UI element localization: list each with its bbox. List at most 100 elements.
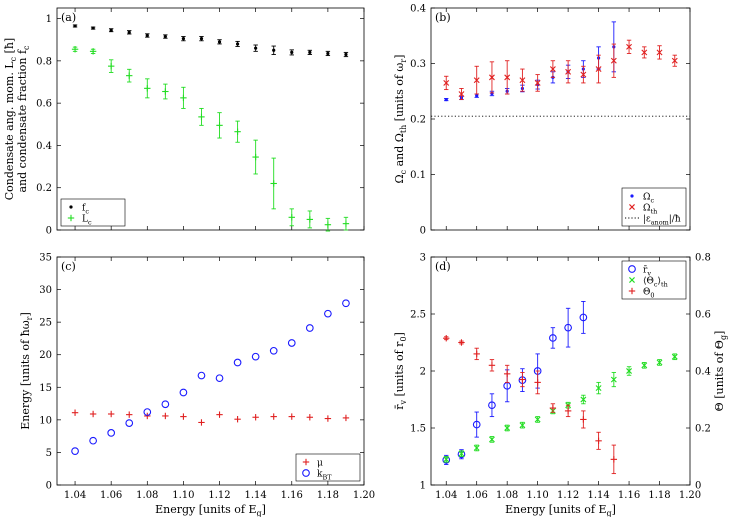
data-point bbox=[580, 396, 587, 403]
data-point bbox=[306, 414, 314, 421]
y-tick-label: 30 bbox=[39, 285, 52, 296]
legend-item: Ωth bbox=[629, 203, 657, 215]
data-point bbox=[73, 24, 77, 28]
data-point bbox=[630, 194, 634, 198]
data-point bbox=[216, 411, 223, 418]
data-point bbox=[290, 50, 294, 55]
data-point bbox=[534, 379, 541, 386]
y-tick-label: 25 bbox=[39, 318, 52, 329]
data-point bbox=[641, 362, 648, 369]
data-point bbox=[580, 71, 587, 78]
legend-item: kBT bbox=[302, 469, 332, 481]
y-tick-label: 5 bbox=[46, 448, 52, 459]
data-point bbox=[254, 46, 258, 50]
data-point bbox=[234, 128, 241, 135]
legend-label: Ωc bbox=[643, 192, 654, 204]
marker-stroke bbox=[629, 277, 635, 283]
data-point bbox=[564, 323, 572, 332]
panel-label: (c) bbox=[61, 260, 76, 273]
y-right-tick-label: 0.6 bbox=[695, 310, 711, 321]
panel-label: (a) bbox=[61, 11, 76, 24]
data-point bbox=[145, 33, 149, 38]
marker-stroke bbox=[504, 425, 511, 431]
data-point bbox=[179, 388, 188, 397]
marker-stroke bbox=[580, 71, 587, 78]
data-point bbox=[641, 49, 648, 56]
marker-stroke bbox=[595, 385, 602, 392]
data-point bbox=[579, 313, 588, 322]
y-tick-label: 0.6 bbox=[36, 99, 52, 110]
data-point bbox=[324, 221, 332, 228]
data-series bbox=[71, 409, 350, 426]
y-right-tick-label: 0 bbox=[695, 481, 701, 492]
legend-label: |εanom|/ħ bbox=[643, 214, 681, 226]
data-point bbox=[251, 352, 260, 361]
marker-stroke bbox=[458, 450, 465, 457]
data-point bbox=[143, 408, 152, 416]
marker-stroke bbox=[443, 456, 450, 463]
data-point bbox=[162, 412, 169, 420]
data-point bbox=[125, 419, 134, 427]
legend-box bbox=[60, 198, 126, 227]
data-point bbox=[504, 74, 511, 81]
data-point bbox=[107, 429, 116, 437]
data-point bbox=[326, 51, 330, 56]
data-series bbox=[71, 299, 350, 455]
x-tick-label: 1.08 bbox=[496, 490, 518, 501]
x-tick-label: 1.10 bbox=[527, 490, 549, 501]
marker-stroke bbox=[488, 74, 495, 81]
y-tick-label: 10 bbox=[39, 415, 52, 426]
data-point bbox=[534, 416, 541, 423]
data-point bbox=[126, 411, 133, 418]
data-point bbox=[488, 74, 495, 81]
marker-stroke bbox=[629, 204, 635, 210]
chart-panel-a: 0 0.2 0.4 0.6 0.8 1 (a) Condensate ang. mom. Lc… bbox=[3, 7, 365, 237]
marker-stroke bbox=[534, 79, 541, 86]
data-point bbox=[595, 385, 602, 392]
y-tick-label: 0.4 bbox=[36, 141, 52, 152]
legend-item: ⟨Θc⟩th bbox=[629, 276, 668, 288]
marker-stroke bbox=[549, 66, 556, 72]
legend-label: fc bbox=[82, 203, 89, 215]
chart-panel-c: 1.04 1.06 1.08 1.10 1.12 1.14 1.16 1.18 1.20 0 5 10… bbox=[19, 253, 375, 517]
data-point bbox=[628, 265, 636, 273]
data-point bbox=[272, 48, 276, 52]
data-point bbox=[580, 416, 587, 423]
error-bar bbox=[581, 301, 586, 334]
data-point bbox=[127, 30, 131, 34]
y-tick-label: 0.1 bbox=[410, 170, 426, 181]
error-bar bbox=[550, 327, 556, 349]
x-tick-label: 1.10 bbox=[172, 490, 194, 501]
y-tick-label: 0.8 bbox=[36, 56, 52, 67]
data-point bbox=[89, 410, 97, 418]
x-axis-label: Energy [units of Eg] bbox=[505, 503, 616, 517]
data-point bbox=[342, 220, 350, 227]
x-tick-label: 1.20 bbox=[353, 490, 375, 501]
data-point bbox=[549, 334, 557, 342]
legend-label: Θ0 bbox=[643, 287, 655, 299]
data-point bbox=[671, 353, 678, 360]
data-point bbox=[626, 43, 633, 50]
data-point bbox=[595, 66, 602, 72]
marker-stroke bbox=[595, 66, 602, 72]
data-point bbox=[71, 409, 79, 416]
marker-stroke bbox=[488, 436, 495, 443]
data-point bbox=[89, 436, 97, 445]
data-point bbox=[144, 412, 151, 420]
y-right-tick-label: 0.2 bbox=[695, 424, 711, 435]
data-point bbox=[89, 48, 97, 55]
plot-frame bbox=[56, 256, 365, 486]
data-point bbox=[180, 413, 187, 420]
data-point bbox=[215, 374, 224, 383]
y-axis-label: Condensate ang. mom. Lc [ħ] bbox=[3, 38, 18, 200]
data-point bbox=[519, 422, 526, 429]
x-tick-label: 1.12 bbox=[557, 490, 579, 501]
legend-item: Lc bbox=[67, 214, 92, 226]
y-axis-label: Energy [units of ħωr] bbox=[19, 312, 34, 430]
y-tick-label: 0.2 bbox=[410, 115, 426, 126]
data-point bbox=[163, 34, 167, 39]
chart-panel-b: 0 0.1 0.2 0.3 0.4 (b) Ωc and Ωth [units of ωr]… bbox=[393, 4, 691, 237]
data-point bbox=[629, 204, 635, 210]
